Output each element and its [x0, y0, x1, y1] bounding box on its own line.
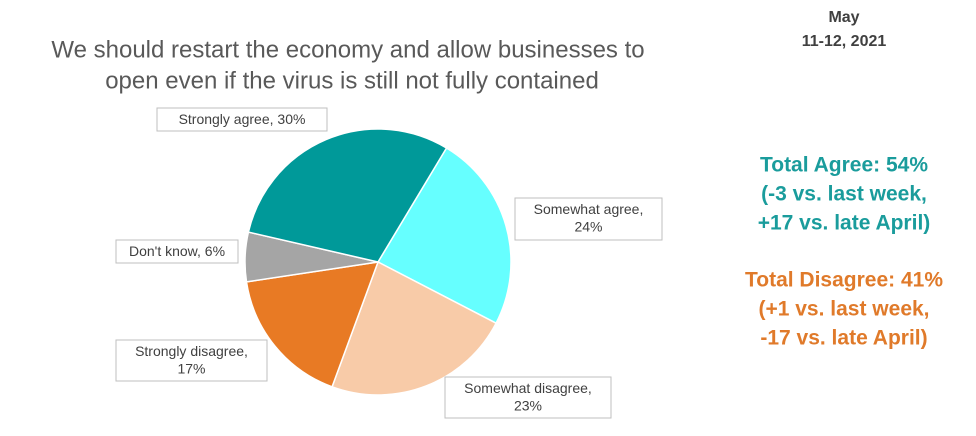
pie-slice [247, 128, 448, 263]
slice-label: Somewhat disagree, [464, 380, 592, 396]
slice-label: Don't know, 6% [129, 243, 225, 259]
separator: , [244, 343, 248, 359]
label-box [115, 339, 268, 382]
date: May [828, 9, 859, 26]
value-label: 24% [574, 219, 602, 235]
agree-note: (-3 vs. last week, [761, 183, 927, 206]
label-box [444, 376, 612, 419]
disagree-note: Total Disagree: 41% [745, 269, 943, 292]
slice-label: Strongly disagree, [135, 343, 248, 359]
category: Strongly disagree [135, 343, 244, 359]
pie-slice [376, 146, 512, 325]
value-label: 23% [514, 398, 542, 414]
disagree-note: (+1 vs. last week, [758, 298, 929, 321]
pie-slice [331, 260, 498, 396]
category: Somewhat agree [534, 201, 640, 217]
disagree-note: -17 vs. late April) [760, 327, 927, 350]
value-label: 17% [177, 361, 205, 377]
slice-label: Strongly agree, 30% [179, 111, 306, 127]
label-box [156, 107, 328, 132]
label-box [514, 197, 663, 241]
pie-slice [245, 261, 380, 388]
separator: , [270, 111, 278, 127]
separator: , [588, 380, 592, 396]
label-box [115, 239, 239, 264]
pie [244, 128, 512, 396]
chart-title: open even if the virus is still not full… [105, 67, 599, 94]
value-label: 30% [277, 111, 305, 127]
date: 11-12, 2021 [802, 33, 887, 50]
labels: Somewhat agree, 24% Somewhat disagree, 23% S… [115, 107, 663, 419]
separator: , [197, 243, 205, 259]
value-label: 6% [205, 243, 225, 259]
category: Strongly agree [179, 111, 270, 127]
agree-note: Total Agree: 54% [760, 154, 928, 177]
slice-label: Somewhat agree, [534, 201, 644, 217]
agree-note: +17 vs. late April) [758, 212, 931, 235]
separator: , [639, 201, 643, 217]
category: Don't know [129, 243, 199, 259]
chart-title: We should restart the economy and allow … [51, 36, 644, 63]
category: Somewhat disagree [464, 380, 588, 396]
